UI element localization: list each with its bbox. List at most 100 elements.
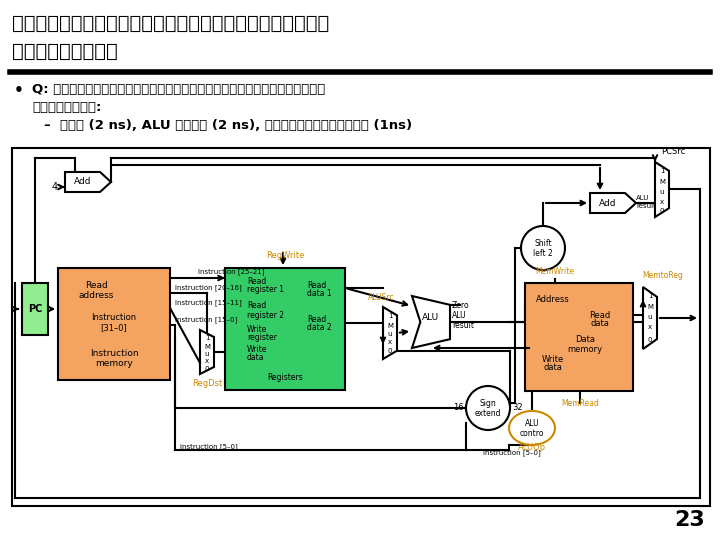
- Text: ALUSrc: ALUSrc: [368, 293, 395, 301]
- Text: result: result: [636, 203, 656, 209]
- Text: 1: 1: [204, 335, 210, 341]
- Ellipse shape: [509, 411, 555, 445]
- Text: Instruction: Instruction: [91, 314, 137, 322]
- Text: 0: 0: [388, 348, 392, 354]
- Polygon shape: [655, 162, 669, 217]
- Text: Read: Read: [247, 301, 266, 310]
- Text: data 2: data 2: [307, 323, 332, 333]
- Text: 1: 1: [660, 168, 665, 174]
- Text: M: M: [387, 323, 393, 329]
- Text: Write: Write: [247, 346, 267, 354]
- Text: Instruction [15–11]: Instruction [15–11]: [175, 300, 242, 306]
- Text: Read: Read: [247, 276, 266, 286]
- Text: Q: 以下の回路で、サイクルタイムを計算せよ。ただし、以下の遅延以外は無視: Q: 以下の回路で、サイクルタイムを計算せよ。ただし、以下の遅延以外は無視: [32, 83, 325, 96]
- Text: MemRead: MemRead: [561, 399, 599, 408]
- Text: x: x: [660, 199, 664, 205]
- Text: address: address: [78, 292, 114, 300]
- Text: 16: 16: [454, 403, 464, 413]
- Text: 0: 0: [648, 337, 652, 343]
- Text: Shift: Shift: [534, 239, 552, 247]
- Text: 1: 1: [388, 313, 392, 319]
- Text: Add: Add: [599, 199, 617, 207]
- Text: 32: 32: [512, 403, 523, 413]
- Text: Instruction: Instruction: [90, 348, 138, 357]
- Text: memory: memory: [95, 359, 133, 368]
- Polygon shape: [200, 330, 214, 374]
- Text: Write: Write: [542, 355, 564, 364]
- Text: 0: 0: [660, 208, 665, 214]
- Text: RegDst: RegDst: [192, 380, 222, 388]
- Text: extend: extend: [474, 408, 501, 417]
- Bar: [22, 283, 48, 335]
- Text: Instruction [5–0]: Instruction [5–0]: [483, 450, 541, 456]
- Text: –  メモリ (2 ns), ALU と加算器 (2 ns), レジスタファイルの読み書き (1ns): – メモリ (2 ns), ALU と加算器 (2 ns), レジスタファイルの…: [44, 119, 412, 132]
- Text: left 2: left 2: [533, 248, 553, 258]
- Text: register 1: register 1: [247, 286, 284, 294]
- Text: Read: Read: [307, 280, 326, 289]
- Polygon shape: [65, 172, 111, 192]
- Text: x: x: [205, 358, 209, 364]
- Text: u: u: [388, 331, 392, 337]
- Text: Registers: Registers: [267, 373, 303, 381]
- Text: Sign: Sign: [480, 399, 496, 408]
- Bar: [525, 283, 633, 391]
- Bar: [58, 268, 170, 380]
- Text: シングルサイクル実装におけるクリティカルパスと、最短の: シングルサイクル実装におけるクリティカルパスと、最短の: [12, 14, 329, 33]
- Text: PC: PC: [28, 304, 42, 314]
- Circle shape: [466, 386, 510, 430]
- Text: Data: Data: [575, 335, 595, 345]
- Text: ALU: ALU: [421, 314, 438, 322]
- Text: memory: memory: [567, 345, 603, 354]
- Text: MemtoReg: MemtoReg: [642, 271, 683, 280]
- Text: register: register: [247, 334, 277, 342]
- Text: contro: contro: [520, 429, 544, 437]
- Text: ALU: ALU: [636, 195, 649, 201]
- Polygon shape: [590, 193, 636, 213]
- Text: Add: Add: [74, 178, 91, 186]
- Text: Zero: Zero: [452, 301, 469, 310]
- Text: result: result: [452, 321, 474, 329]
- Polygon shape: [383, 307, 397, 359]
- Circle shape: [521, 226, 565, 270]
- Text: できるものとする:: できるものとする:: [32, 101, 102, 114]
- Text: M: M: [204, 344, 210, 350]
- Text: data: data: [544, 363, 562, 373]
- Bar: [225, 268, 345, 390]
- Text: Instruction [15–0]: Instruction [15–0]: [175, 316, 238, 323]
- Text: ALU: ALU: [452, 312, 467, 321]
- Bar: [12, 148, 710, 506]
- Text: 23: 23: [674, 510, 705, 530]
- Text: Instruction [25–21]: Instruction [25–21]: [198, 268, 264, 275]
- Text: ALUOp: ALUOp: [518, 443, 546, 453]
- Polygon shape: [412, 296, 450, 348]
- Text: u: u: [648, 314, 652, 320]
- Text: RegWrite: RegWrite: [266, 252, 304, 260]
- Text: Address: Address: [536, 295, 570, 305]
- Text: data 1: data 1: [307, 288, 332, 298]
- Text: PCSrc: PCSrc: [661, 147, 685, 157]
- Polygon shape: [643, 287, 657, 349]
- Text: [31–0]: [31–0]: [101, 323, 127, 333]
- Text: Read: Read: [307, 315, 326, 325]
- Text: •: •: [14, 83, 24, 98]
- Text: 0: 0: [204, 366, 210, 372]
- Text: x: x: [388, 339, 392, 345]
- Text: 4: 4: [52, 182, 58, 192]
- Text: Read: Read: [85, 281, 107, 291]
- Text: u: u: [660, 189, 665, 195]
- Text: ALU: ALU: [525, 418, 539, 428]
- Text: 1: 1: [648, 293, 652, 299]
- Text: MemWrite: MemWrite: [536, 267, 575, 276]
- Text: サイクルタイム計算: サイクルタイム計算: [12, 42, 118, 61]
- Text: Write: Write: [247, 326, 267, 334]
- Text: Read: Read: [590, 310, 611, 320]
- Text: register 2: register 2: [247, 310, 284, 320]
- Text: Instruction [20–16]: Instruction [20–16]: [175, 285, 242, 292]
- Text: M: M: [659, 179, 665, 185]
- Text: u: u: [204, 351, 210, 357]
- Text: data: data: [247, 354, 264, 362]
- Text: data: data: [590, 319, 609, 327]
- Text: x: x: [648, 324, 652, 330]
- Text: M: M: [647, 304, 653, 310]
- Text: Instruction [5–0]: Instruction [5–0]: [180, 444, 238, 450]
